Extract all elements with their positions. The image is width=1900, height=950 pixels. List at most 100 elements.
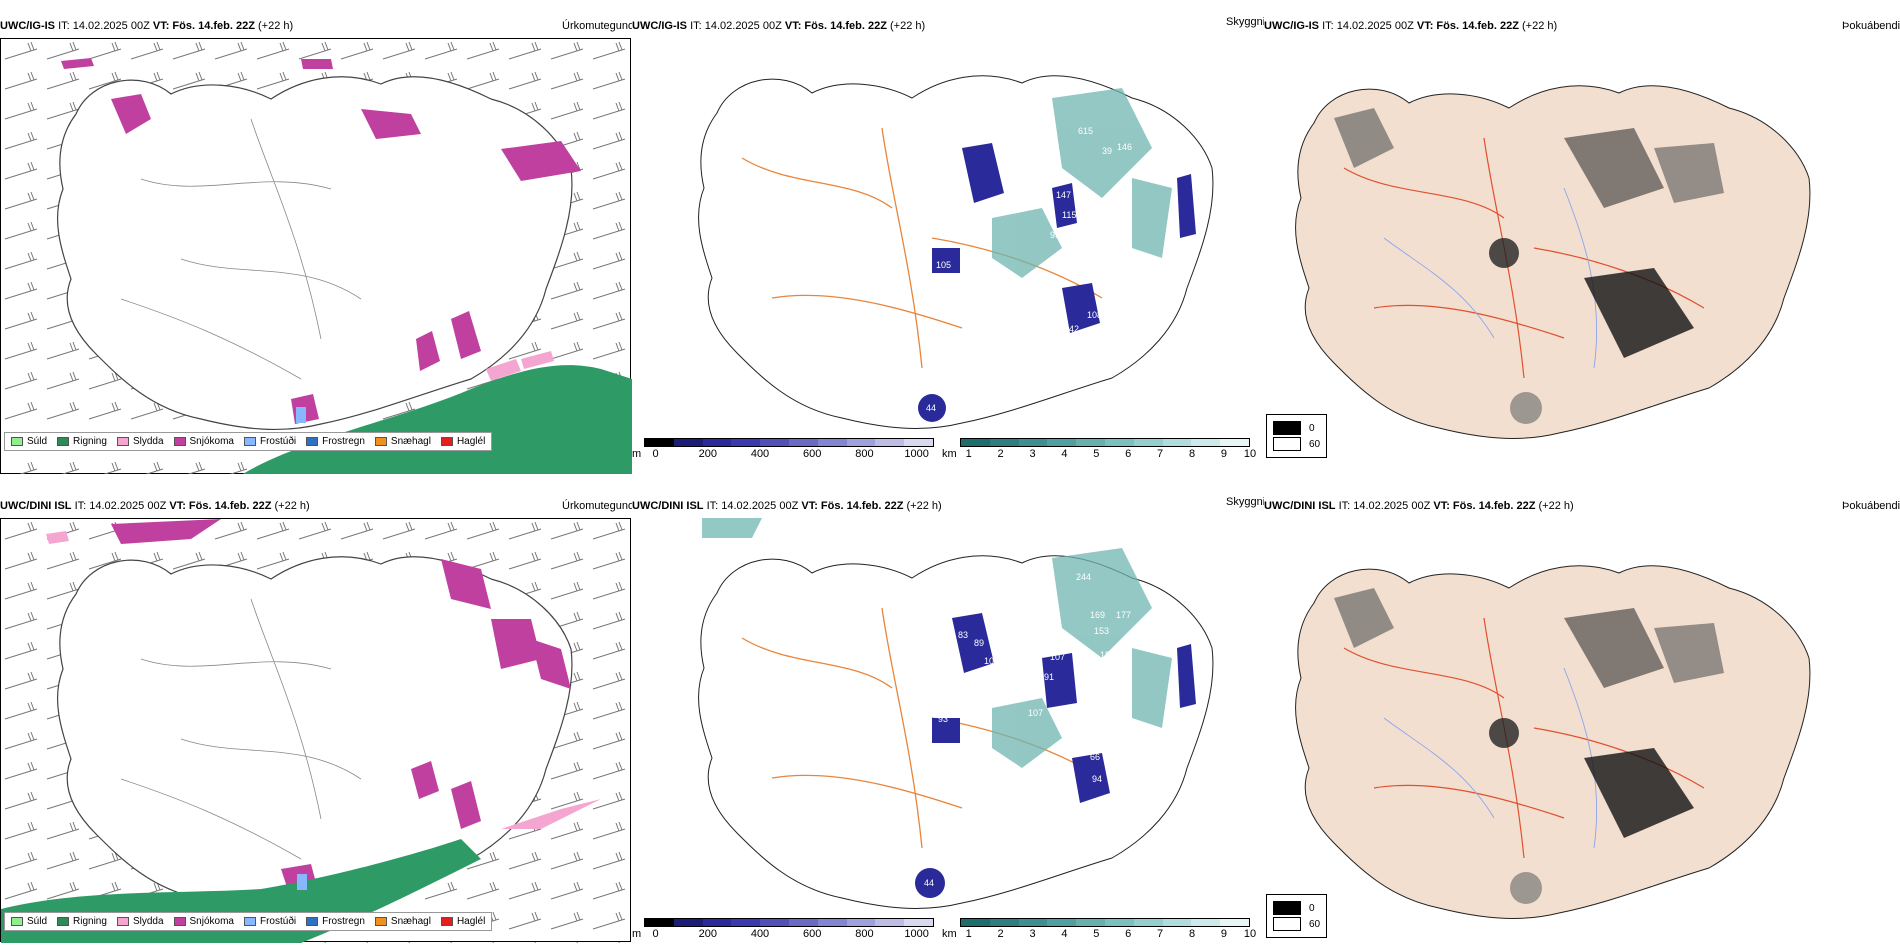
valid-time: VT: Fös. 14.feb. 22Z [1433,500,1536,512]
legend-label: Rigning [73,916,107,927]
legend-swatch [374,917,387,926]
ceiling-areas [915,613,1196,898]
colorbar-unit: km [942,928,957,940]
ceiling-value: 108 [1087,310,1102,320]
rivers [1383,667,1598,849]
fog-legend-swatch [1273,437,1301,451]
colorbar-tick: 200 [698,928,717,940]
freezing-drizzle-area [297,874,307,890]
ceiling-value: 91 [1152,162,1162,172]
init-time: IT: 14.02.2025 00Z [690,20,782,32]
ceiling-value: 80 [1114,280,1124,290]
fog-index-label: Þokuábendi [1842,20,1900,32]
ceiling-value: 66 [1090,752,1100,762]
precip-map-frame [0,518,632,943]
legend-swatch [116,437,129,446]
precip-type-label: Úrkomutegund [562,20,632,32]
roads [1343,137,1705,379]
ceiling-colorbar-ticks: m 0 200 400 600 800 1000 [632,447,934,461]
fog-legend-label: 0 [1309,902,1315,914]
visibility-colorbar-gradient [960,438,1250,447]
ceiling-value: 44 [926,403,936,413]
legend-label: Súld [27,436,48,447]
legend-item: Rigning [57,916,107,927]
legend-swatch [243,437,256,446]
ceiling-colorbar-ticks: m 0 200 400 600 800 1000 [632,927,934,941]
fog-legend-swatch [1273,421,1301,435]
precip-map [1,519,632,943]
ceiling-value: 64 [1122,640,1132,650]
colorbar-tick: 7 [1157,448,1164,460]
ceiling-value: 91 [1044,672,1054,682]
visibility-colorbar-ticks: km 1 2 3 4 5 6 7 8 9 10 [942,927,1256,941]
ceiling-value: 244 [1076,572,1091,582]
init-time: IT: 14.02.2025 00Z [1322,20,1414,32]
ceiling-value: 16 [780,102,790,112]
rivers [1383,187,1598,369]
legend-swatch [57,437,70,446]
init-time: IT: 14.02.2025 00Z [706,500,799,512]
legend-item: Snæhagl [374,436,431,447]
fog-legend-swatch [1273,901,1301,915]
legend-item: Rigning [57,436,107,447]
ceiling-colorbar: m 0 200 400 600 800 1000 [632,918,934,941]
fog-legend-row: 0 [1273,901,1320,915]
lead-time: (+22 h) [1538,500,1574,512]
valid-time: VT: Fös. 14.feb. 22Z [1416,20,1519,32]
ceiling-value: 119 [924,196,938,206]
freezing-drizzle-area [296,407,306,423]
colorbar-tick: 0 [652,448,659,460]
ceiling-value: 115 [1062,210,1076,220]
lead-time: (+22 h) [890,20,926,32]
valid-time: VT: Fös. 14.feb. 22Z [801,500,904,512]
fog-legend-label: 60 [1309,918,1321,930]
lead-time: (+22 h) [258,20,294,32]
colorbar-tick: 2 [997,928,1004,940]
ceiling-value: 108 [984,656,999,666]
colorbar-tick: 4 [1061,928,1068,940]
fog-index-areas [1334,108,1724,424]
init-time: IT: 14.02.2025 00Z [74,500,167,512]
legend-item: Slydda [116,436,164,447]
legend-item: Frostúði [243,436,296,447]
legend-swatch [57,917,70,926]
legend-item: Snjókoma [173,436,234,447]
visibility-areas [992,88,1172,278]
colorbar-tick: 5 [1093,448,1100,460]
iceland-outline [56,76,573,431]
ceiling-value: 169 [1090,610,1105,620]
fog-legend-row: 0 [1273,421,1320,435]
fog-map [1295,565,1811,919]
fog-legend-swatch [1273,917,1301,931]
roads [741,607,1103,849]
precip-type-panel: UWC/IG-IS IT: 14.02.2025 00Z VT: Fös. 14… [0,14,632,474]
ceiling-value: 615 [1078,126,1093,136]
ceiling-value: 44 [924,878,934,888]
legend-label: Frostúði [259,916,297,927]
legend-item: Snjókoma [173,916,234,927]
legend-label: Súld [27,916,48,927]
ceiling-colorbar-gradient [644,438,934,447]
iceland-outline [56,556,573,911]
legend-swatch [306,917,319,926]
ceiling-value: 153 [1094,626,1109,636]
ceiling-value: 227 [1064,820,1079,830]
sleet-areas [46,531,601,829]
fog-legend: 0 60 [1266,414,1328,458]
colorbar-tick: 7 [1157,928,1164,940]
legend-label: Haglél [456,916,486,927]
precip-type-label: Úrkomutegund [562,500,632,512]
colorbar-tick: 400 [750,448,770,460]
legend-swatch [116,917,129,926]
colorbar-tick: 8 [1188,928,1196,940]
colorbar-unit: km [942,448,957,460]
visibility-colorbar: km 1 2 3 4 5 6 7 8 9 10 [942,438,1256,461]
visibility-colorbar-ticks: km 1 2 3 4 5 6 7 8 9 10 [942,447,1256,461]
ceiling-visibility-panel: UWC/IG-IS IT: 14.02.2025 00Z VT: Fös. 14… [632,14,1264,474]
legend-label: Snjókoma [189,916,234,927]
colorbar-tick: 1 [965,448,972,460]
fog-index-panel: UWC/IG-IS IT: 14.02.2025 00Z VT: Fös. 14… [1264,14,1900,474]
visibility-label: Skyggni [1226,16,1264,28]
legend-item: Haglél [440,436,485,447]
fog-legend-row: 60 [1273,917,1320,931]
